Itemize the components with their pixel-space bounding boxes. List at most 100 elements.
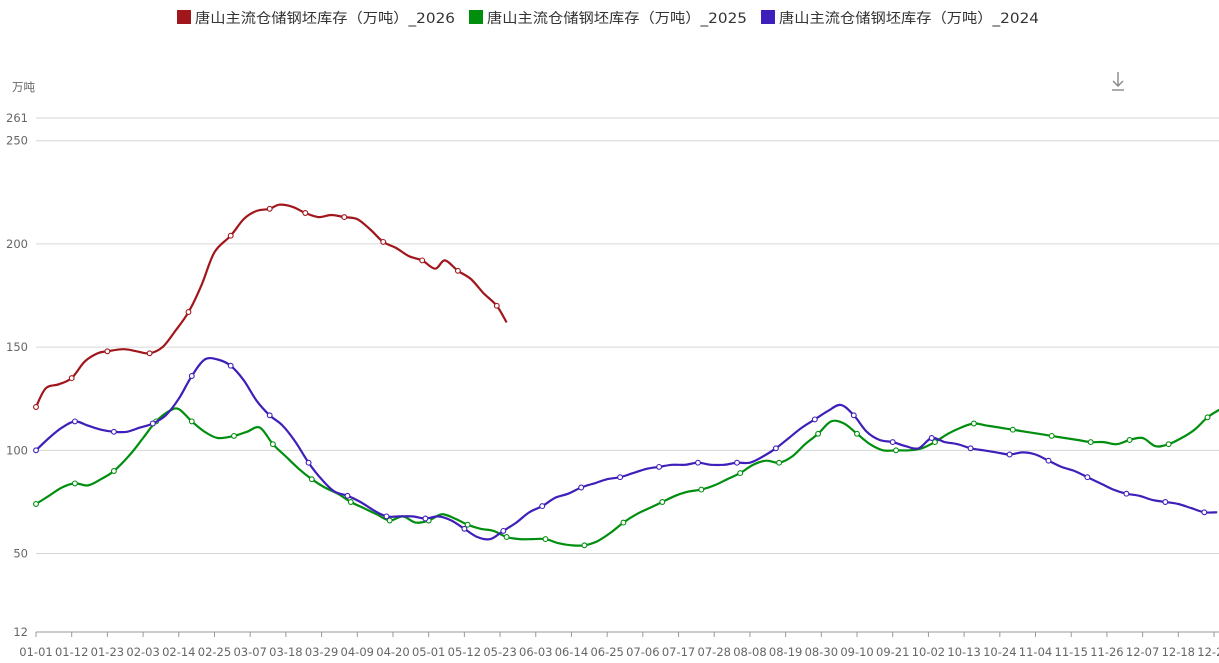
data-point[interactable] xyxy=(227,232,234,239)
data-point[interactable] xyxy=(71,418,78,425)
x-tick-label: 11-26 xyxy=(1090,645,1123,659)
data-point[interactable] xyxy=(893,447,899,454)
data-point[interactable] xyxy=(110,468,117,474)
legend-swatch xyxy=(177,10,191,24)
data-point[interactable] xyxy=(266,205,273,212)
data-point[interactable] xyxy=(308,476,315,483)
data-point[interactable] xyxy=(578,484,585,491)
data-point[interactable] xyxy=(454,267,461,274)
x-tick-label: 01-01 xyxy=(19,645,52,659)
data-point[interactable] xyxy=(656,463,663,470)
legend[interactable]: 唐山主流仓储钢坯库存（万吨）_2026 唐山主流仓储钢坯库存（万吨）_2025 唐山… xyxy=(177,10,1039,27)
data-point[interactable] xyxy=(266,412,273,419)
data-point[interactable] xyxy=(302,210,309,216)
data-point[interactable] xyxy=(542,536,549,543)
data-point[interactable] xyxy=(1009,426,1016,433)
y-tick-label: 100 xyxy=(6,443,28,457)
data-point[interactable] xyxy=(347,499,354,505)
data-point[interactable] xyxy=(850,412,857,419)
data-point[interactable] xyxy=(231,432,237,439)
data-point[interactable] xyxy=(386,517,393,524)
x-tick-label: 12-29 xyxy=(1197,645,1219,659)
data-point[interactable] xyxy=(33,501,39,507)
data-point[interactable] xyxy=(581,542,588,549)
data-point[interactable] xyxy=(464,521,471,528)
x-axis-ticks: 01-01 01-12 01-23 02-03 02-14 02-25 03-07 03-18… xyxy=(19,632,1219,659)
data-point[interactable] xyxy=(698,486,705,493)
data-point[interactable] xyxy=(305,459,312,466)
data-point[interactable] xyxy=(269,441,276,448)
data-point[interactable] xyxy=(493,302,500,309)
data-point[interactable] xyxy=(815,430,822,437)
x-tick-label: 12-07 xyxy=(1126,645,1159,659)
data-point[interactable] xyxy=(928,435,935,441)
data-point[interactable] xyxy=(419,257,426,264)
data-point[interactable] xyxy=(1048,432,1055,439)
data-point[interactable] xyxy=(931,439,938,446)
data-point[interactable] xyxy=(227,362,234,369)
data-point[interactable] xyxy=(620,519,627,526)
data-point[interactable] xyxy=(1084,474,1091,481)
x-tick-label: 07-28 xyxy=(698,645,731,659)
y-tick-label: 200 xyxy=(6,237,28,251)
data-point[interactable] xyxy=(380,238,387,245)
x-tick-label: 08-19 xyxy=(769,645,802,659)
data-point[interactable] xyxy=(68,375,75,382)
data-point[interactable] xyxy=(889,439,896,446)
data-point[interactable] xyxy=(617,474,624,481)
data-point[interactable] xyxy=(500,527,507,534)
x-tick-label: 04-20 xyxy=(376,645,409,659)
legend-item-label[interactable]: 唐山主流仓储钢坯库存（万吨）_2024 xyxy=(779,10,1039,27)
data-point[interactable] xyxy=(503,534,510,540)
data-point[interactable] xyxy=(188,418,195,425)
data-point[interactable] xyxy=(737,470,744,477)
data-point[interactable] xyxy=(1201,509,1208,516)
y-axis-ticks: 12 50 100 150 200 250 261 xyxy=(6,111,28,639)
data-point[interactable] xyxy=(1204,414,1211,421)
data-point[interactable] xyxy=(695,459,701,466)
data-point[interactable] xyxy=(1162,499,1169,505)
data-point[interactable] xyxy=(383,513,390,520)
x-tick-label: 09-10 xyxy=(840,645,873,659)
data-point[interactable] xyxy=(659,499,666,505)
data-point[interactable] xyxy=(33,404,39,410)
x-tick-label: 12-18 xyxy=(1162,645,1195,659)
data-point[interactable] xyxy=(104,348,111,355)
x-tick-label: 03-29 xyxy=(305,645,338,659)
data-point[interactable] xyxy=(734,459,740,466)
data-point[interactable] xyxy=(461,525,468,532)
legend-item-label[interactable]: 唐山主流仓储钢坯库存（万吨）_2025 xyxy=(487,10,747,27)
download-icon[interactable] xyxy=(1112,72,1124,91)
data-point[interactable] xyxy=(970,420,977,427)
series-line-1[interactable] xyxy=(35,407,1219,547)
series-line-0[interactable] xyxy=(35,203,508,408)
data-point[interactable] xyxy=(1087,439,1094,446)
data-point[interactable] xyxy=(422,515,429,522)
data-point[interactable] xyxy=(185,309,192,315)
y-tick-label: 150 xyxy=(6,340,28,354)
data-point[interactable] xyxy=(1045,457,1052,464)
data-point[interactable] xyxy=(146,350,153,357)
data-point[interactable] xyxy=(341,214,348,221)
data-point[interactable] xyxy=(188,373,195,379)
data-point[interactable] xyxy=(33,447,39,454)
data-point[interactable] xyxy=(344,492,351,499)
data-point[interactable] xyxy=(539,503,546,510)
data-point[interactable] xyxy=(776,459,783,466)
data-point[interactable] xyxy=(1123,490,1130,497)
data-point[interactable] xyxy=(854,430,860,437)
data-point[interactable] xyxy=(110,428,117,435)
x-tick-label: 02-03 xyxy=(126,645,159,659)
data-point[interactable] xyxy=(811,416,818,423)
data-point[interactable] xyxy=(772,445,779,452)
x-tick-label: 01-12 xyxy=(55,645,88,659)
data-point[interactable] xyxy=(1165,441,1172,448)
legend-item-label[interactable]: 唐山主流仓储钢坯库存（万吨）_2026 xyxy=(195,10,455,27)
series-lines xyxy=(33,203,1219,549)
data-point[interactable] xyxy=(149,420,156,427)
data-point[interactable] xyxy=(71,480,78,487)
data-point[interactable] xyxy=(1126,437,1133,443)
data-point[interactable] xyxy=(1006,451,1013,458)
series-line-2[interactable] xyxy=(35,356,1218,541)
data-point[interactable] xyxy=(967,445,974,452)
